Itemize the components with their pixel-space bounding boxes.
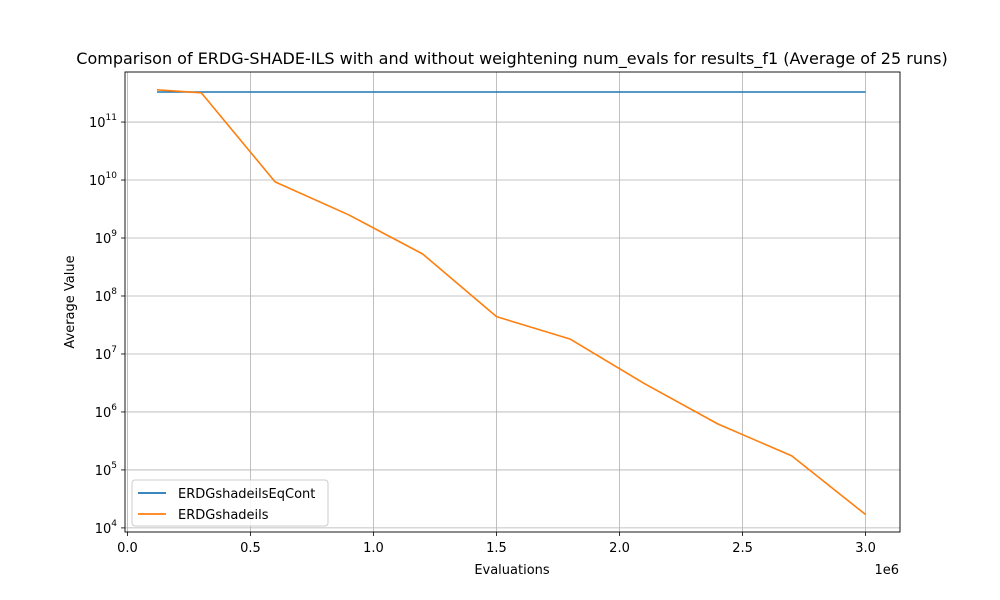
legend-label-0: ERDGshadeilsEqCont bbox=[178, 487, 315, 502]
legend: ERDGshadeilsEqCont ERDGshadeils bbox=[131, 479, 329, 527]
x-axis-ticks: 0.0 0.5 1.0 1.5 2.0 2.5 3.0 bbox=[117, 532, 876, 556]
y-tick-base: 10 bbox=[95, 406, 112, 421]
y-tick-label: 1010 bbox=[89, 171, 117, 189]
y-tick-base: 10 bbox=[95, 348, 112, 363]
x-axis-label: Evaluations bbox=[474, 563, 550, 578]
plot-frame bbox=[124, 71, 901, 533]
x-tick-label: 2.5 bbox=[732, 541, 753, 556]
y-tick-exponent: 7 bbox=[111, 345, 117, 355]
y-tick-base: 10 bbox=[95, 290, 112, 305]
y-tick-label: 104 bbox=[95, 519, 118, 537]
y-tick-base: 10 bbox=[89, 116, 106, 131]
y-tick-exponent: 6 bbox=[111, 403, 117, 413]
y-tick-label: 1011 bbox=[89, 113, 117, 131]
x-axis-offset-label: 1e6 bbox=[874, 563, 899, 578]
chart-title: Comparison of ERDG-SHADE-ILS with and wi… bbox=[76, 49, 947, 69]
legend-box bbox=[131, 479, 329, 527]
y-tick-exponent: 5 bbox=[111, 461, 117, 471]
y-tick-label: 108 bbox=[95, 287, 118, 305]
y-tick-exponent: 10 bbox=[106, 171, 118, 181]
series-line-1 bbox=[156, 89, 867, 516]
y-tick-label: 106 bbox=[95, 403, 118, 421]
series-lines bbox=[156, 89, 867, 516]
x-tick-label: 1.5 bbox=[486, 541, 507, 556]
x-tick-label: 3.0 bbox=[855, 541, 876, 556]
y-tick-label: 109 bbox=[95, 229, 118, 247]
y-tick-base: 10 bbox=[89, 174, 106, 189]
y-tick-label: 107 bbox=[95, 345, 117, 363]
y-tick-exponent: 9 bbox=[111, 229, 117, 239]
y-tick-base: 10 bbox=[95, 232, 112, 247]
x-tick-label: 1.0 bbox=[363, 541, 384, 556]
y-tick-base: 10 bbox=[95, 522, 112, 537]
y-axis-label: Average Value bbox=[63, 255, 78, 348]
y-tick-label: 105 bbox=[95, 461, 117, 479]
x-tick-label: 2.0 bbox=[609, 541, 630, 556]
x-tick-label: 0.5 bbox=[240, 541, 261, 556]
y-tick-base: 10 bbox=[95, 464, 112, 479]
x-tick-label: 0.0 bbox=[117, 541, 138, 556]
y-tick-exponent: 8 bbox=[111, 287, 117, 297]
y-tick-exponent: 11 bbox=[106, 113, 117, 123]
y-tick-exponent: 4 bbox=[111, 519, 117, 529]
legend-label-1: ERDGshadeils bbox=[178, 508, 269, 523]
grid bbox=[125, 72, 900, 532]
